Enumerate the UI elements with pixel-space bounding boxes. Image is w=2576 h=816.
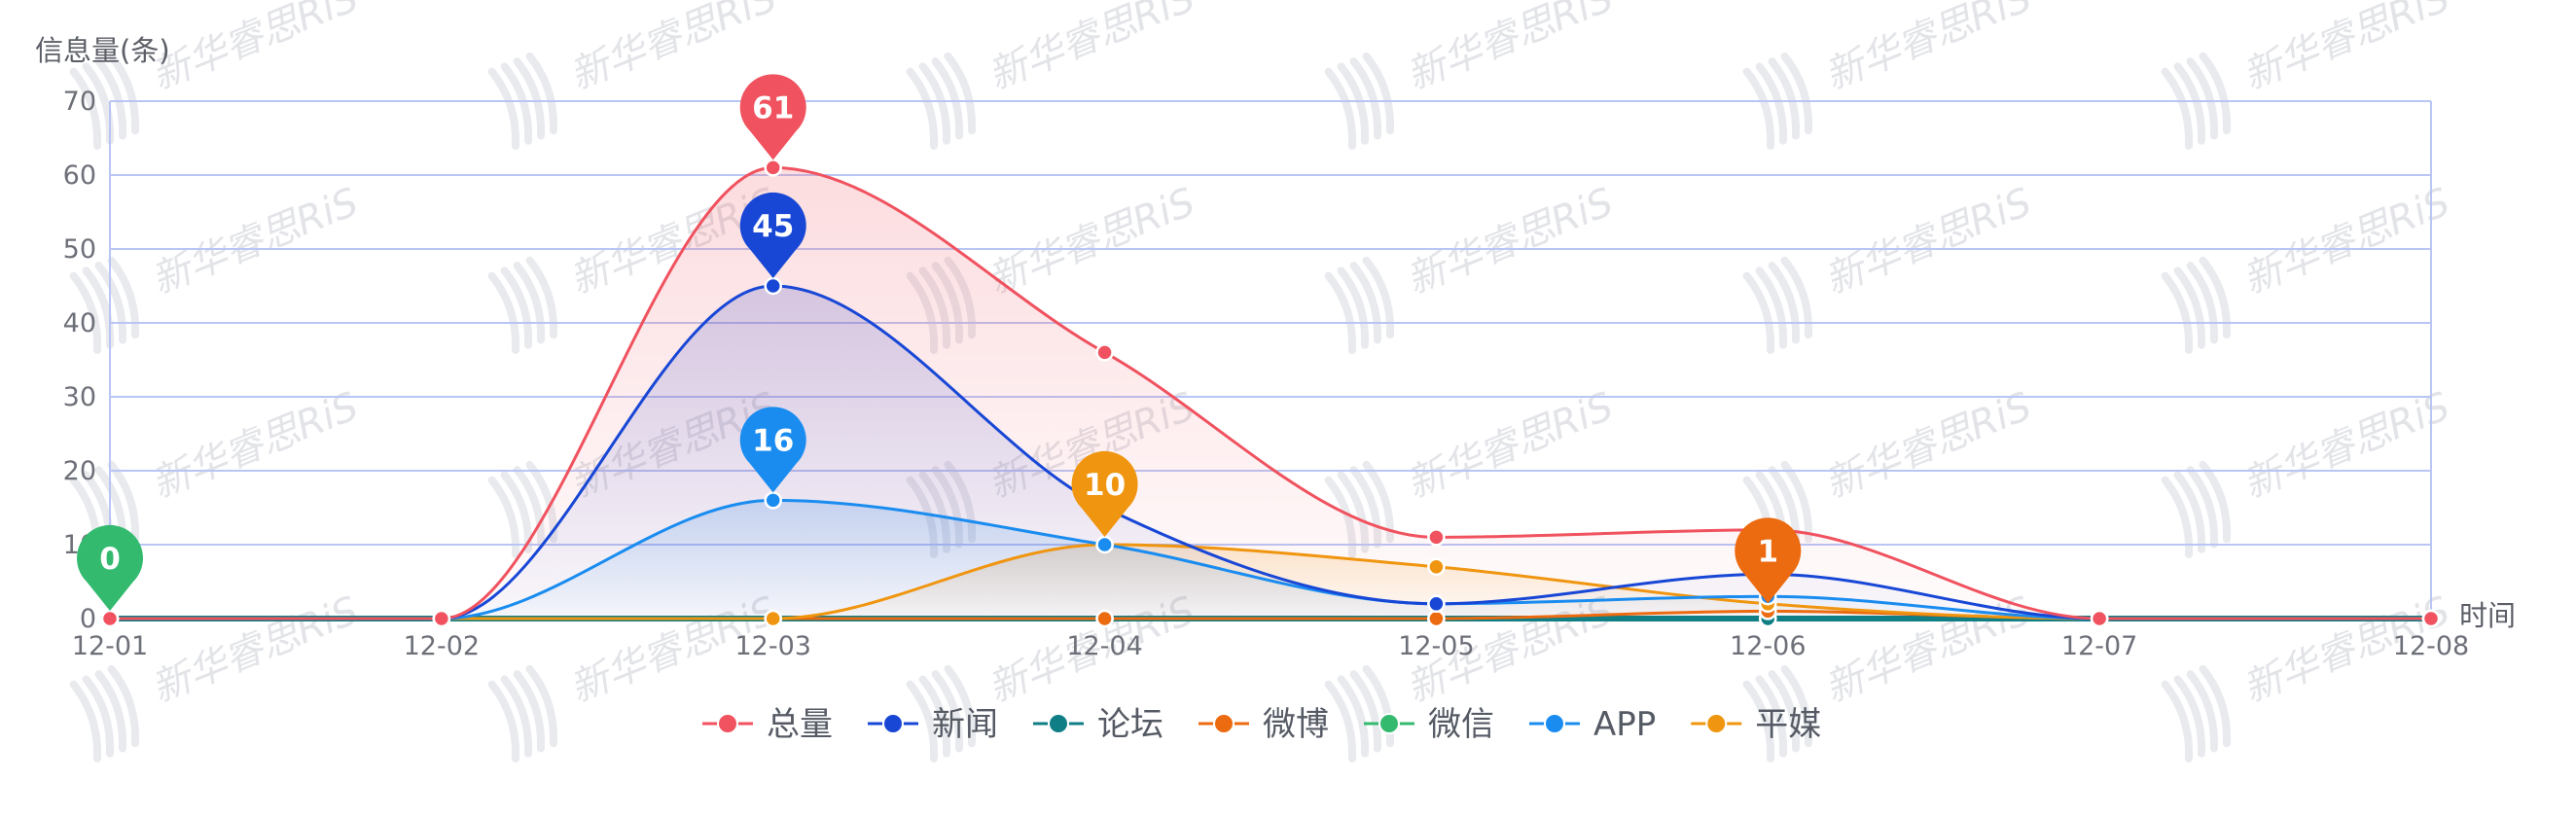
legend-item[interactable]: 新闻 <box>868 705 998 744</box>
watermark: 新华睿思RiS <box>1742 0 2038 150</box>
svg-text:新华睿思RiS: 新华睿思RiS <box>1400 180 1619 303</box>
watermark: 新华睿思RiS <box>2161 588 2456 763</box>
legend-label: 新闻 <box>932 705 998 744</box>
svg-text:新华睿思RiS: 新华睿思RiS <box>1818 180 2037 303</box>
legend-label: 平媒 <box>1755 705 1821 744</box>
svg-text:新华睿思RiS: 新华睿思RiS <box>2236 180 2455 303</box>
x-tick-label: 12-01 <box>72 631 148 661</box>
data-point <box>764 159 782 177</box>
svg-text:新华睿思RiS: 新华睿思RiS <box>1818 384 2037 508</box>
data-point <box>1427 594 1446 614</box>
data-point <box>1095 535 1114 554</box>
svg-text:新华睿思RiS: 新华睿思RiS <box>145 180 364 303</box>
data-point <box>2090 609 2109 628</box>
axes: 01020304050607012-0112-0212-0312-0412-05… <box>63 87 2470 661</box>
data-point <box>2421 609 2441 628</box>
svg-text:新华睿思RiS: 新华睿思RiS <box>145 0 364 98</box>
legend-label: 论坛 <box>1097 705 1163 744</box>
pin-label: 45 <box>752 209 794 244</box>
legend: 总量 新闻 论坛 微博 微信 APP 平媒 <box>702 705 1821 744</box>
x-axis-title: 时间 <box>2459 599 2516 632</box>
pin-label: 16 <box>752 423 794 458</box>
data-point <box>764 491 782 510</box>
y-tick-label: 70 <box>63 87 96 117</box>
y-tick-label: 30 <box>63 382 96 412</box>
x-tick-label: 12-08 <box>2393 631 2469 661</box>
svg-text:新华睿思RiS: 新华睿思RiS <box>145 384 364 508</box>
legend-label: APP <box>1593 705 1656 744</box>
y-axis-title: 信息量(条) <box>35 34 170 67</box>
legend-item[interactable]: 平媒 <box>1691 705 1821 744</box>
svg-text:新华睿思RiS: 新华睿思RiS <box>982 180 1200 303</box>
y-tick-label: 0 <box>80 604 96 634</box>
max-pin: 1 <box>1735 517 1802 604</box>
data-point <box>764 609 782 628</box>
x-tick-label: 12-06 <box>1730 631 1806 661</box>
watermark: 新华睿思RiS <box>487 0 783 150</box>
max-pin: 10 <box>1071 450 1138 537</box>
data-point <box>1427 609 1446 628</box>
legend-label: 总量 <box>767 705 833 744</box>
legend-item[interactable]: 微信 <box>1364 705 1494 744</box>
svg-text:新华睿思RiS: 新华睿思RiS <box>2236 384 2455 508</box>
series-lines <box>110 165 2431 622</box>
x-tick-label: 12-02 <box>404 631 480 661</box>
svg-text:新华睿思RiS: 新华睿思RiS <box>1400 384 1619 508</box>
series-line <box>110 165 2431 621</box>
watermark: 新华睿思RiS <box>1324 0 1620 150</box>
watermark: 新华睿思RiS <box>906 0 1201 150</box>
x-tick-label: 12-05 <box>1398 631 1474 661</box>
data-point <box>1095 343 1114 362</box>
svg-text:新华睿思RiS: 新华睿思RiS <box>145 588 364 712</box>
x-tick-label: 12-03 <box>734 631 810 661</box>
pin-label: 1 <box>1757 534 1778 569</box>
legend-label: 微信 <box>1428 705 1494 744</box>
legend-item[interactable]: 论坛 <box>1033 705 1163 744</box>
data-point <box>1427 528 1446 547</box>
data-point <box>1427 557 1446 577</box>
max-pin: 16 <box>739 407 806 493</box>
data-point <box>432 609 451 628</box>
svg-text:新华睿思RiS: 新华睿思RiS <box>1400 0 1619 98</box>
pin-label: 10 <box>1084 468 1126 503</box>
watermark: 新华睿思RiS <box>69 0 365 150</box>
series-area <box>110 167 2431 619</box>
svg-text:新华睿思RiS: 新华睿思RiS <box>2236 0 2455 98</box>
data-point <box>1095 609 1114 628</box>
x-tick-label: 12-07 <box>2061 631 2137 661</box>
pin-label: 61 <box>752 90 794 125</box>
series-line <box>110 284 2431 621</box>
watermark: 新华睿思RiS <box>2161 0 2456 150</box>
max-pin: 61 <box>739 74 806 160</box>
max-pin: 0 <box>77 524 143 611</box>
data-point <box>764 276 782 296</box>
svg-text:新华睿思RiS: 新华睿思RiS <box>982 0 1200 98</box>
legend-item[interactable]: 总量 <box>702 705 833 744</box>
y-tick-label: 40 <box>63 308 96 338</box>
y-tick-label: 20 <box>63 456 96 486</box>
watermark: 新华睿思RiS <box>2161 384 2456 558</box>
svg-text:新华睿思RiS: 新华睿思RiS <box>1818 0 2037 98</box>
pin-label: 0 <box>99 542 121 577</box>
y-tick-label: 50 <box>63 234 96 265</box>
legend-item[interactable]: APP <box>1529 705 1656 744</box>
legend-item[interactable]: 微博 <box>1199 705 1329 744</box>
data-point <box>100 609 120 628</box>
y-tick-label: 60 <box>63 160 96 191</box>
legend-label: 微博 <box>1263 705 1329 744</box>
max-pin: 45 <box>739 192 806 278</box>
x-tick-label: 12-04 <box>1066 631 1142 661</box>
